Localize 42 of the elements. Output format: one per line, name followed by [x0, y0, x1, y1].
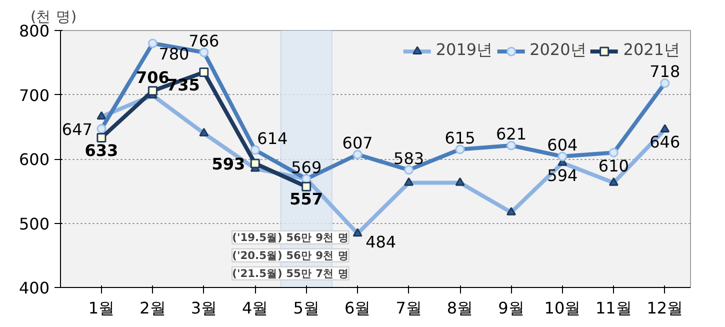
- x-tick-label: 2월: [140, 298, 166, 318]
- y-tick-label: 700: [18, 86, 50, 105]
- x-tick-label: 11월: [595, 298, 632, 318]
- data-label: 593: [212, 154, 246, 174]
- annotation: ('21.5월) 55만 7천 명: [232, 266, 349, 280]
- x-tick-label: 1월: [88, 298, 115, 318]
- data-label: 780: [158, 44, 190, 64]
- data-label: 621: [496, 124, 527, 144]
- data-label: 646: [650, 132, 680, 152]
- legend-label: 2020년: [530, 40, 586, 61]
- data-label: 633: [84, 140, 118, 160]
- x-tick-label: 12월: [646, 298, 684, 318]
- data-label: 569: [291, 158, 322, 177]
- x-tick-label: 5월: [293, 298, 320, 318]
- x-tick-label: 10월: [544, 298, 581, 318]
- y-axis-title: (천 명): [30, 8, 77, 26]
- legend-label: 2021년: [623, 40, 680, 61]
- x-tick-label: 4월: [242, 298, 268, 318]
- x-tick-label: 9월: [498, 298, 524, 318]
- annotation: ('19.5월) 56만 9천 명: [232, 230, 349, 244]
- data-label: 766: [188, 31, 220, 50]
- y-tick-label: 400: [18, 278, 50, 298]
- y-tick-label: 500: [18, 214, 50, 234]
- x-tick-label: 7월: [396, 298, 422, 318]
- y-tick-label: 600: [18, 150, 50, 169]
- legend-label: 2019년: [436, 40, 493, 61]
- data-label: 615: [444, 128, 476, 148]
- data-label: 718: [650, 62, 680, 82]
- x-tick-label: 3월: [190, 298, 218, 318]
- data-label: 583: [394, 148, 424, 168]
- data-label: 614: [257, 129, 288, 148]
- data-label: 647: [62, 120, 92, 139]
- annotation: ('20.5월) 56만 9천 명: [232, 248, 349, 262]
- data-label: 706: [136, 68, 170, 87]
- data-label: 610: [598, 156, 629, 176]
- x-tick-label: 8월: [446, 298, 474, 318]
- data-label: 557: [290, 190, 324, 209]
- x-tick-label: 6월: [344, 298, 371, 318]
- data-label: 607: [342, 134, 373, 153]
- data-label: 604: [547, 135, 578, 154]
- data-label: 594: [547, 166, 578, 185]
- data-label: 484: [366, 232, 396, 252]
